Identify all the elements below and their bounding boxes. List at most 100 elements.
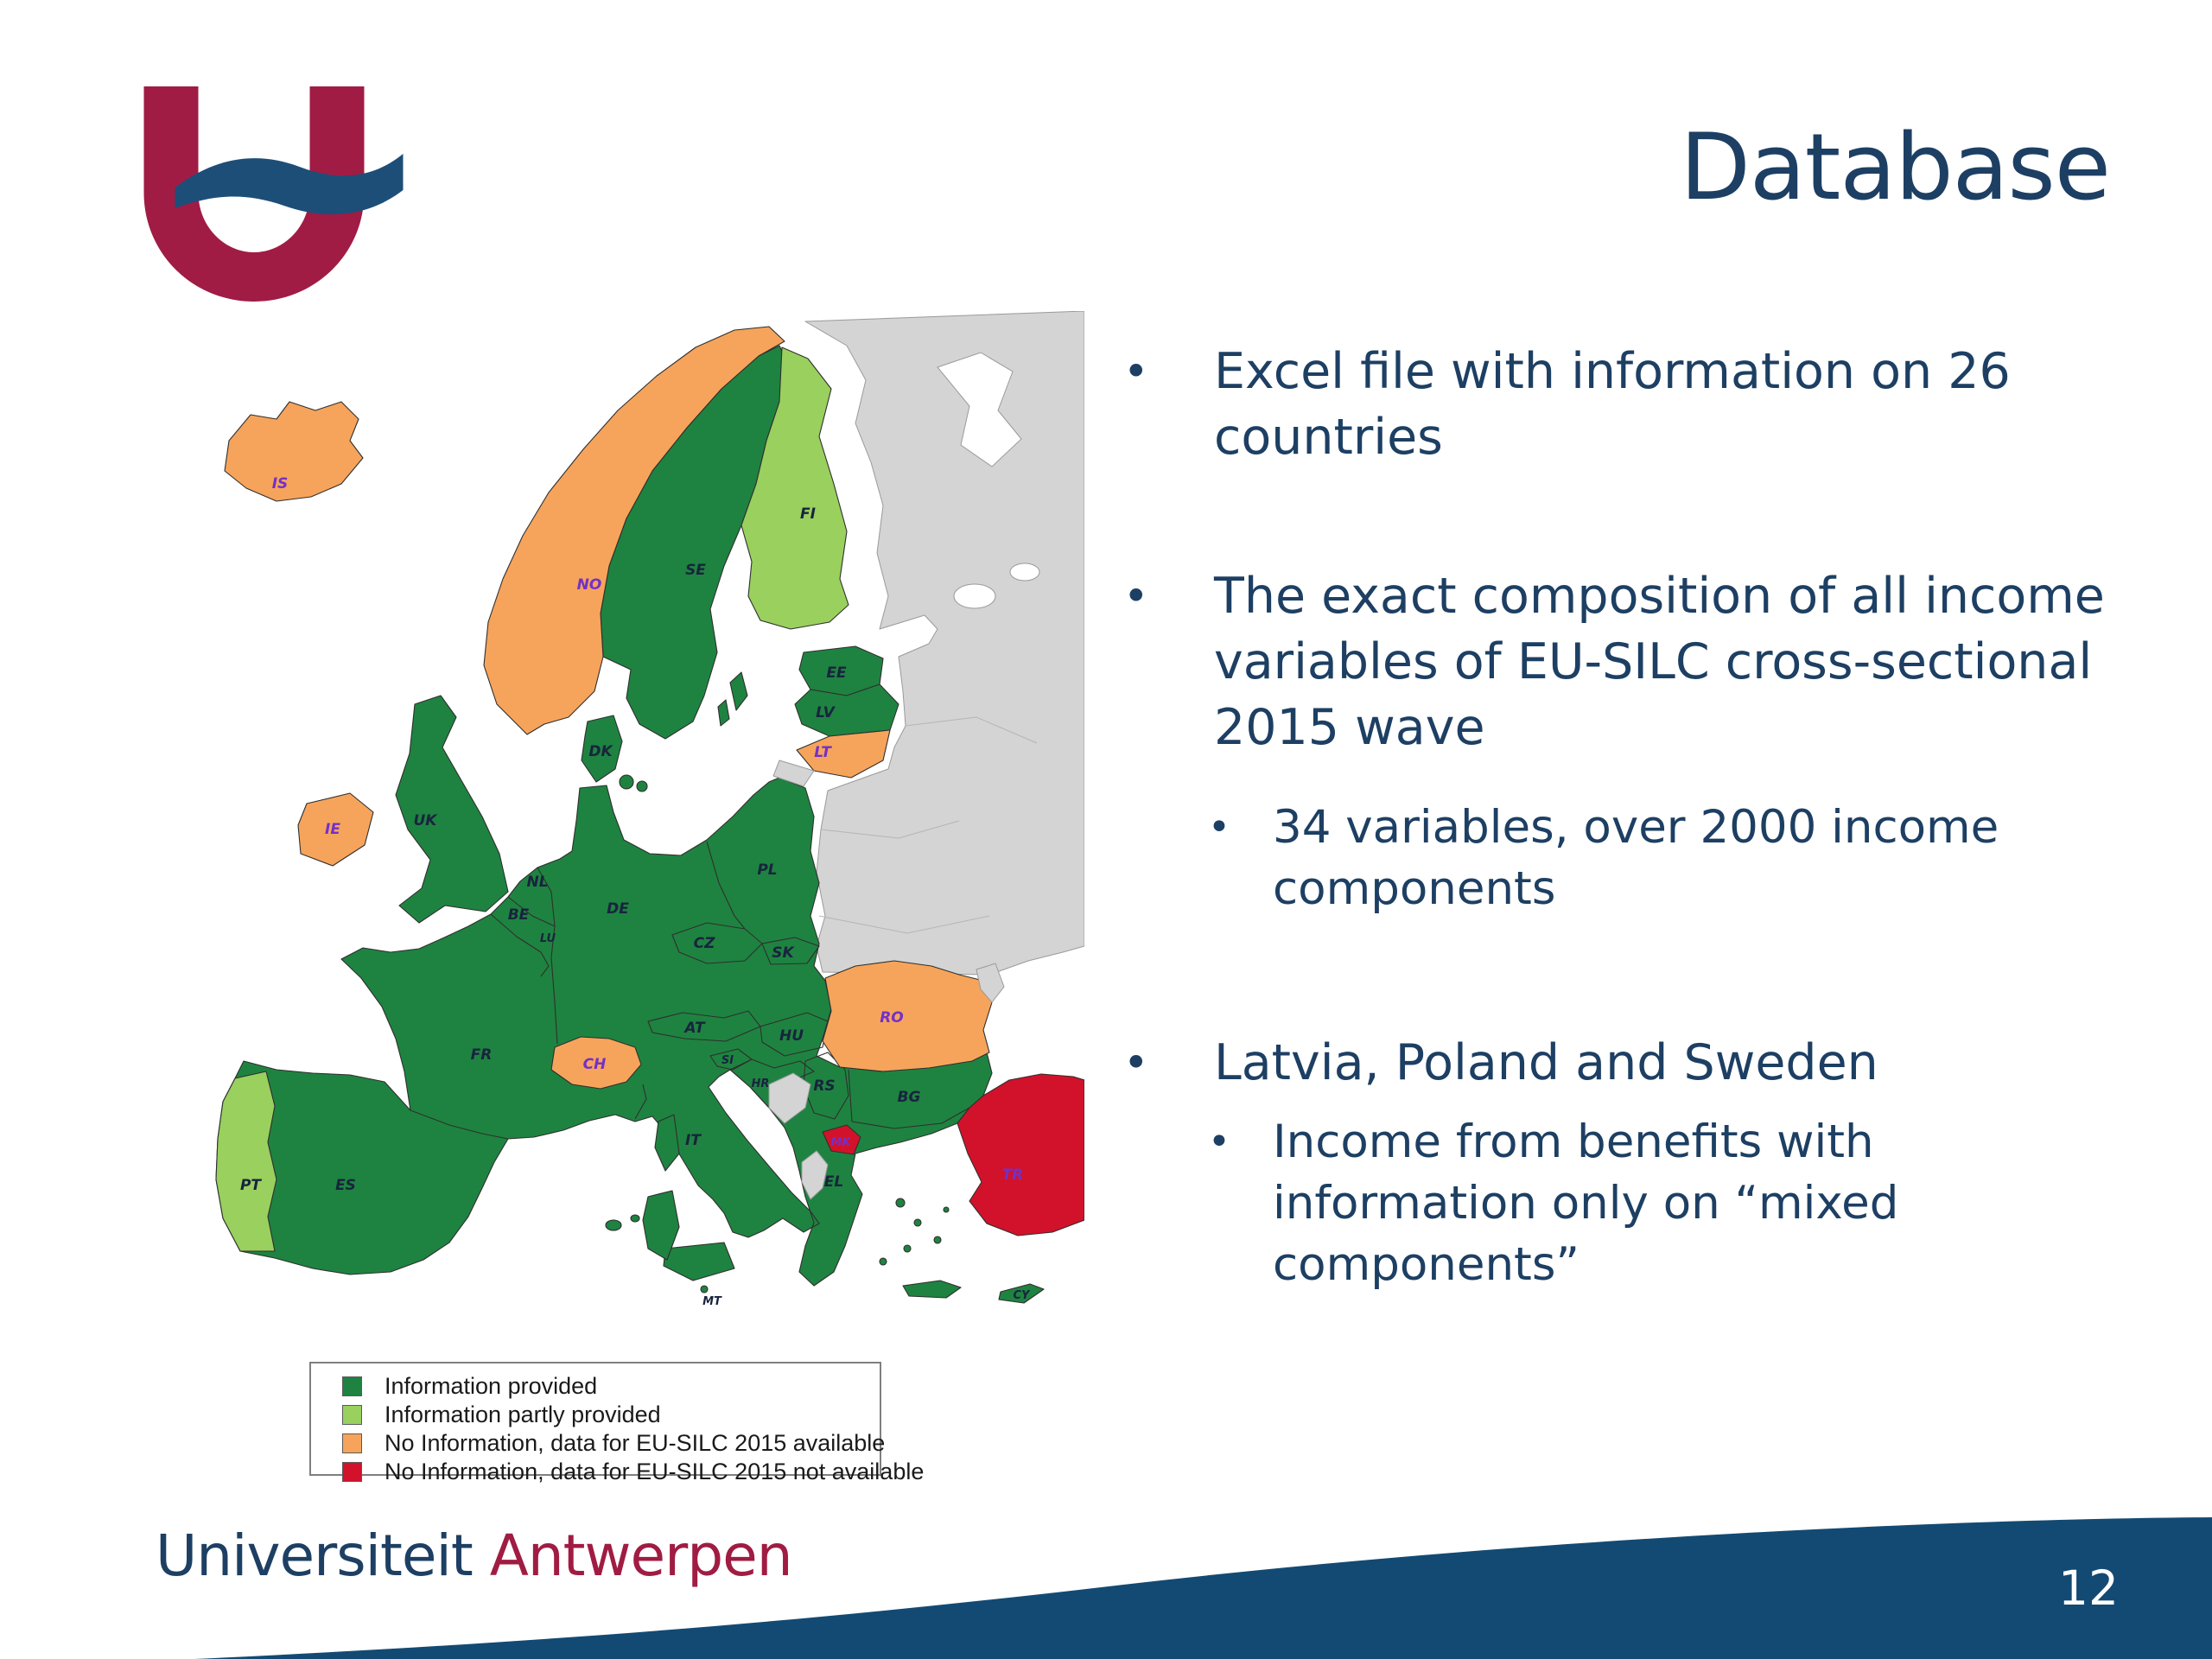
country-albania [801, 1150, 829, 1200]
country-label-RS: RS [813, 1077, 835, 1095]
country-crete [902, 1280, 962, 1299]
legend-swatch-no-info-not-available [342, 1462, 362, 1482]
country-label-IE: IE [325, 821, 340, 838]
country-label-LT: LT [814, 744, 832, 761]
border-lu [540, 951, 550, 977]
country-label-CY: CY [1014, 1289, 1032, 1302]
country-united-kingdom [395, 695, 509, 924]
greek-island-4 [903, 1244, 912, 1253]
country-label-FR: FR [471, 1046, 493, 1064]
greek-island-5 [943, 1206, 950, 1213]
country-label-TR: TR [1002, 1166, 1024, 1184]
country-label-PT: PT [240, 1177, 262, 1194]
country-cyprus [998, 1283, 1045, 1304]
border-hr [729, 1058, 815, 1109]
country-bosnia [768, 1072, 811, 1124]
bullet-text: Excel file with information on 26 countr… [1214, 343, 2011, 466]
country-romania [822, 960, 993, 1072]
bullet-marker: • [1123, 571, 1149, 621]
grey-internal-border-2 [820, 820, 960, 839]
country-portugal [215, 1071, 277, 1252]
country-iceland [224, 401, 364, 502]
country-label-LV: LV [816, 704, 836, 721]
country-label-ES: ES [335, 1177, 356, 1194]
country-label-AT: AT [683, 1020, 706, 1037]
bullet-marker: • [1123, 346, 1149, 397]
brand-antwerpen: Antwerpen [489, 1522, 793, 1589]
bullet-subitem-2: • Income from benefits with information … [1123, 1111, 2152, 1295]
bullet-item-2: • The exact composition of all income va… [1123, 563, 2152, 760]
country-moldova [976, 963, 1005, 1003]
europe-map: IS NO SE FI EE LV LT DK IE UK NL BE LU D… [215, 311, 1084, 1308]
legend-row: Information provided [342, 1372, 880, 1401]
bullet-text: Latvia, Poland and Sweden [1214, 1034, 1878, 1091]
country-label-RO: RO [880, 1009, 904, 1027]
country-label-MK: MK [830, 1136, 851, 1149]
legend-label: Information provided [385, 1373, 598, 1399]
country-label-NO: NO [577, 576, 602, 594]
lake-onega [1009, 563, 1040, 582]
country-turkey [957, 1073, 1084, 1236]
page-number: 12 [2058, 1560, 2119, 1616]
bullet-text: Income from benefits with information on… [1273, 1116, 1899, 1291]
country-label-EE: EE [826, 664, 847, 682]
country-label-HR: HR [752, 1077, 770, 1090]
border-sk [761, 937, 820, 965]
country-norway [483, 326, 785, 735]
border-de-nl [537, 867, 556, 927]
country-denmark [581, 715, 623, 783]
greek-island-6 [879, 1257, 887, 1266]
legend-row: No Information, data for EU-SILC 2015 av… [342, 1429, 885, 1458]
border-hu [760, 1012, 829, 1057]
legend-label: No Information, data for EU-SILC 2015 no… [385, 1459, 925, 1484]
region-continental-europe [215, 777, 993, 1287]
border-fr-de [550, 925, 558, 1045]
country-label-NL: NL [526, 874, 548, 891]
legend-swatch-provided [342, 1376, 362, 1396]
country-label-HU: HU [779, 1027, 804, 1045]
border-bg-south [851, 1107, 970, 1129]
country-lithuania [796, 729, 891, 779]
island-gotland [729, 671, 748, 711]
border-cz [671, 922, 763, 964]
danish-island-2 [636, 780, 648, 792]
legend-row: No Information, data for EU-SILC 2015 no… [342, 1458, 924, 1486]
border-fr-it [634, 1084, 647, 1120]
country-label-CZ: CZ [694, 935, 715, 952]
island-oland [717, 699, 730, 727]
country-label-SK: SK [772, 944, 795, 962]
island-menorca [630, 1214, 640, 1223]
border-bg-west [848, 1069, 853, 1122]
legend-label: Information partly provided [385, 1402, 661, 1427]
bullet-marker: • [1123, 1038, 1149, 1088]
footer-brand: Universiteit Antwerpen [156, 1522, 793, 1589]
country-label-LU: LU [540, 932, 556, 945]
country-label-IT: IT [685, 1132, 702, 1149]
brand-universiteit: Universiteit [156, 1522, 490, 1589]
white-sea-inset [937, 352, 1022, 467]
legend-swatch-partly [342, 1405, 362, 1425]
legend-label: No Information, data for EU-SILC 2015 av… [385, 1430, 886, 1456]
country-label-IS: IS [272, 475, 289, 493]
island-mallorca [605, 1219, 622, 1231]
country-sicily [663, 1242, 735, 1281]
country-label-SI: SI [721, 1054, 734, 1067]
country-label-PL: PL [757, 861, 777, 879]
border-de-pl [706, 841, 746, 930]
lake-ladoga [953, 583, 996, 609]
country-label-UK: UK [414, 812, 439, 830]
country-label-BG: BG [898, 1089, 921, 1106]
legend-row: Information partly provided [342, 1401, 880, 1429]
logo-wave-shape [175, 154, 404, 215]
page-title: Database [1680, 114, 2111, 220]
border-si [709, 1048, 753, 1071]
country-label-DE: DE [607, 900, 629, 918]
bullet-item-1: • Excel file with information on 26 coun… [1123, 339, 2152, 470]
country-corsica [654, 1114, 680, 1172]
grey-internal-border-3 [818, 915, 990, 934]
bullet-text: 34 variables, over 2000 income component… [1273, 801, 1999, 915]
legend-swatch-no-info-available [342, 1433, 362, 1453]
grey-internal-border-1 [905, 716, 1038, 744]
bullet-subitem-1: • 34 variables, over 2000 income compone… [1123, 797, 2152, 919]
